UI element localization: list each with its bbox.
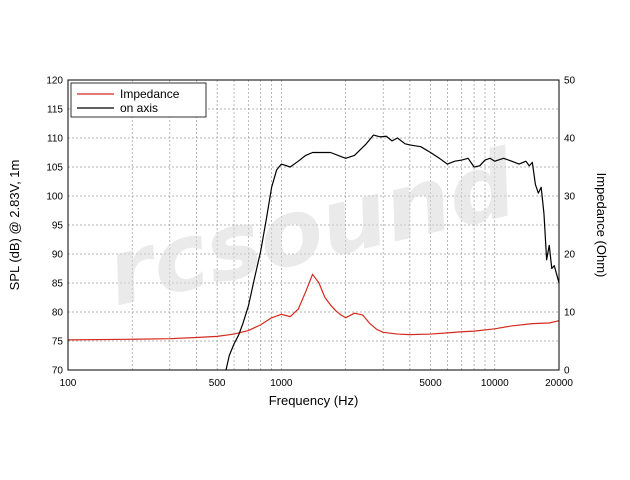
y-tick-label: 110 xyxy=(47,134,63,145)
y2-axis-title: Impedance (Ohm) xyxy=(594,173,609,278)
y-tick-label: 115 xyxy=(47,105,63,116)
y2-tick-label: 0 xyxy=(564,366,570,377)
y-tick-label: 100 xyxy=(46,192,63,203)
y2-tick-label: 40 xyxy=(564,134,576,145)
y-tick-label: 90 xyxy=(52,250,64,261)
x-axis-title: Frequency (Hz) xyxy=(269,393,359,408)
x-tick-label: 500 xyxy=(209,378,226,389)
legend-label: on axis xyxy=(120,101,158,115)
x-tick-label: 5000 xyxy=(419,378,442,389)
x-tick-label: 20000 xyxy=(545,378,573,389)
legend-label: Impedance xyxy=(120,87,180,101)
y2-tick-label: 30 xyxy=(564,192,576,203)
y-tick-label: 105 xyxy=(46,163,63,174)
y-tick-label: 80 xyxy=(52,308,64,319)
x-tick-label: 10000 xyxy=(481,378,509,389)
y2-tick-label: 20 xyxy=(564,250,576,261)
y-axis-title: SPL (dB) @ 2.83V, 1m xyxy=(7,160,22,291)
series-line-impedance xyxy=(67,273,560,341)
plot-frame xyxy=(67,79,560,371)
y-tick-label: 85 xyxy=(52,279,64,290)
x-tick-label: 1000 xyxy=(270,378,293,389)
legend-box xyxy=(70,82,207,118)
x-tick-label: 100 xyxy=(60,378,77,389)
grid xyxy=(68,80,559,370)
y-tick-label: 75 xyxy=(52,337,64,348)
y-tick-label: 70 xyxy=(52,366,64,377)
y-tick-label: 120 xyxy=(46,76,63,87)
tick-labels: 100 500 1000 5000 10000 200007075808590951001… xyxy=(46,76,575,390)
y2-tick-label: 50 xyxy=(564,76,576,87)
series-layer xyxy=(67,134,560,371)
y2-tick-label: 10 xyxy=(564,308,576,319)
y-tick-label: 95 xyxy=(52,221,64,232)
series-line-on-axis xyxy=(225,134,560,371)
